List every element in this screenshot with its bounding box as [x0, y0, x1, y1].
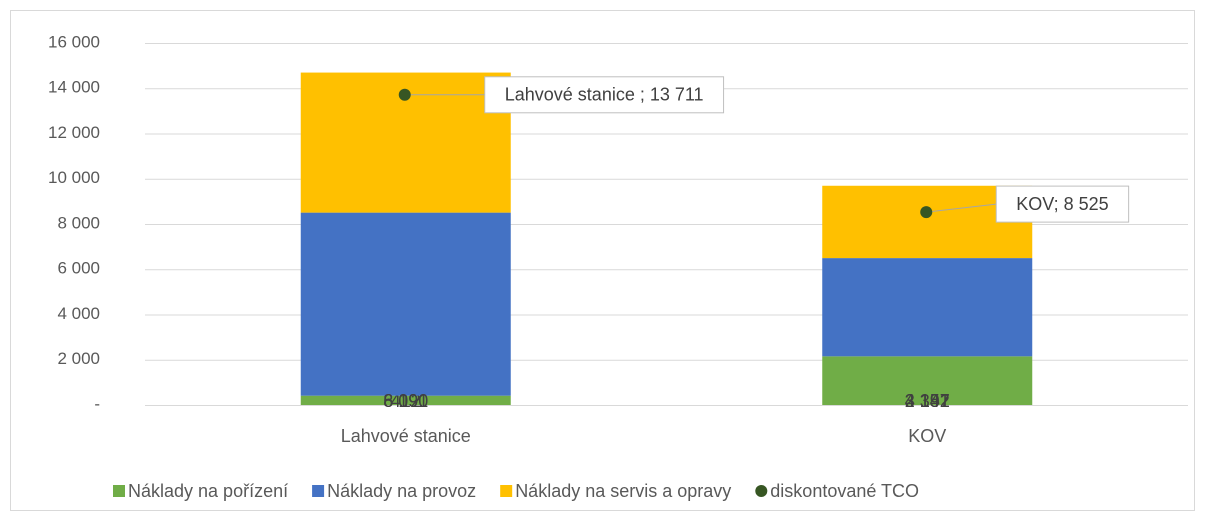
data-label: 2 151	[905, 391, 950, 411]
y-tick-label: 4 000	[57, 304, 100, 323]
callout-box	[484, 76, 725, 114]
y-tick-label: 8 000	[57, 213, 100, 232]
x-tick-label: Lahvové stanice	[341, 426, 471, 446]
y-tick-label: -	[94, 394, 100, 413]
callout-label: KOV; 8 525	[1016, 194, 1108, 214]
callout: KOV; 8 525	[926, 185, 1130, 223]
legend-marker	[312, 485, 325, 497]
legend-label: Náklady na servis a opravy	[515, 481, 731, 501]
data-label: 4 342	[905, 391, 950, 411]
callout: Lahvové stanice ; 13 711	[404, 76, 725, 114]
data-label: 6 190	[383, 391, 428, 411]
data-label: 3 197	[905, 391, 950, 411]
legend-label: Náklady na provoz	[327, 481, 476, 501]
bar-segment	[822, 258, 1033, 357]
callout-box	[995, 185, 1130, 223]
y-tick-label: 14 000	[48, 78, 100, 97]
legend-label: diskontované TCO	[770, 481, 919, 501]
tco-point	[920, 206, 933, 219]
legend-marker	[755, 485, 768, 497]
legend-marker	[113, 485, 125, 497]
bar-segment	[300, 395, 511, 405]
y-tick-label: 2 000	[57, 349, 100, 368]
tco-point	[398, 88, 411, 101]
legend-marker	[500, 485, 513, 497]
y-tick-label: 12 000	[48, 123, 100, 142]
y-tick-label: 6 000	[57, 259, 100, 278]
y-tick-label: 10 000	[48, 168, 100, 187]
data-label: 412	[391, 391, 421, 411]
data-label: 8 091	[383, 391, 428, 411]
bar-segment	[822, 356, 1033, 405]
y-tick-label: 16 000	[48, 32, 100, 51]
leader-line	[926, 203, 997, 213]
x-tick-label: KOV	[908, 426, 946, 446]
callout-label: Lahvové stanice ; 13 711	[505, 85, 704, 105]
bar-segment	[300, 212, 511, 396]
legend-label: Náklady na pořízení	[128, 481, 288, 501]
